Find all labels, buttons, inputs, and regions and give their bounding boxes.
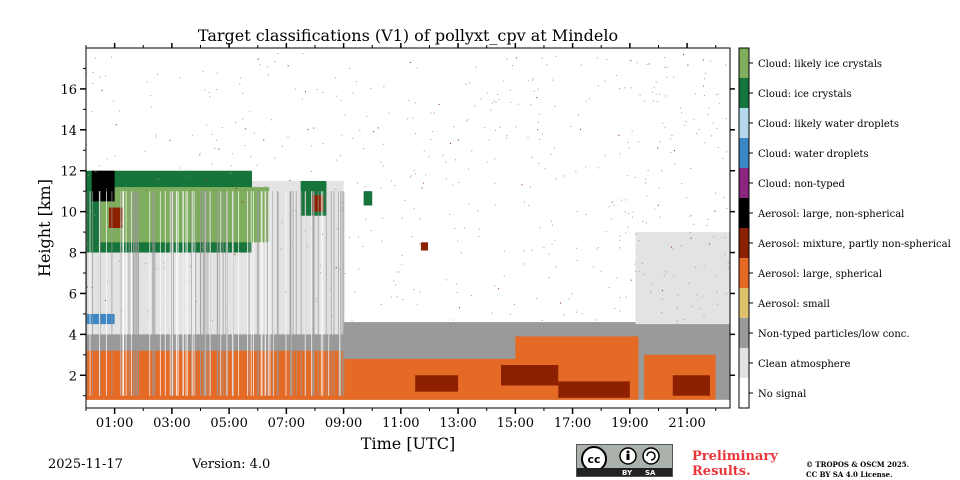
x-tick-label: 11:00 bbox=[382, 416, 419, 431]
heatmap-region-18 bbox=[312, 195, 324, 212]
colorbar-swatch-6 bbox=[739, 198, 749, 228]
y-tick-label: 14 bbox=[60, 124, 77, 139]
heatmap-speckle bbox=[86, 53, 731, 322]
y-tick-label: 16 bbox=[60, 83, 77, 98]
x-tick-label: 13:00 bbox=[439, 416, 476, 431]
colorbar-label-1: Clean atmosphere bbox=[758, 359, 851, 370]
x-tick-label: 03:00 bbox=[153, 416, 190, 431]
x-tick-label: 01:00 bbox=[96, 416, 133, 431]
colorbar-label-2: Non-typed particles/low conc. bbox=[758, 329, 910, 340]
heatmap-region-8 bbox=[415, 375, 459, 392]
colorbar-swatch-0 bbox=[739, 378, 749, 408]
colorbar-label-9: Cloud: likely water droplets bbox=[758, 119, 899, 130]
colorbar-label-11: Cloud: likely ice crystals bbox=[758, 59, 882, 70]
x-tick-label: 15:00 bbox=[497, 416, 534, 431]
heatmap-region-20 bbox=[420, 242, 429, 251]
colorbar-swatch-9 bbox=[739, 108, 749, 138]
preliminary-line-1: Preliminary bbox=[692, 449, 778, 464]
colorbar-label-3: Aerosol: small bbox=[757, 299, 830, 310]
date-label: 2025-11-17 bbox=[48, 457, 123, 472]
y-tick-label: 4 bbox=[69, 328, 77, 343]
x-tick-label: 21:00 bbox=[668, 416, 705, 431]
heatmap-region-9 bbox=[501, 365, 559, 386]
x-tick-label: 05:00 bbox=[210, 416, 247, 431]
colorbar-swatch-1 bbox=[739, 348, 749, 378]
colorbar-legend: No signal Clean atmosphere Non-typed parti… bbox=[738, 47, 951, 409]
colorbar-label-7: Cloud: non-typed bbox=[758, 179, 846, 190]
heatmap-region-14 bbox=[100, 187, 270, 243]
y-axis-label: Height [km] bbox=[35, 179, 54, 277]
copyright-line-1: © TROPOS & OSCM 2025. bbox=[806, 460, 910, 469]
heatmap-region-3 bbox=[635, 232, 730, 325]
colorbar-swatch-10 bbox=[739, 78, 749, 108]
heatmap-region-15 bbox=[91, 170, 115, 202]
x-tick-label: 19:00 bbox=[611, 416, 648, 431]
x-axis-label: Time [UTC] bbox=[361, 434, 455, 453]
colorbar-swatch-8 bbox=[739, 138, 749, 168]
chart-title: Target classifications (V1) of pollyxt_c… bbox=[198, 26, 618, 45]
svg-text:cc: cc bbox=[587, 453, 600, 466]
x-tick-label: 17:00 bbox=[554, 416, 591, 431]
version-label: Version: 4.0 bbox=[192, 457, 271, 472]
y-axis: 2 4 6 8 10 12 14 16 bbox=[60, 67, 735, 397]
y-tick-label: 6 bbox=[69, 287, 77, 302]
cc-license-badge: cc BY SA bbox=[576, 444, 673, 477]
colorbar-label-5: Aerosol: mixture, partly non-spherical bbox=[757, 239, 951, 250]
preliminary-line-2: Results. bbox=[692, 464, 751, 479]
plot-area bbox=[86, 53, 731, 400]
heatmap-region-11 bbox=[672, 375, 710, 396]
heatmap-region-10 bbox=[558, 381, 630, 398]
colorbar-swatch-2 bbox=[739, 318, 749, 348]
y-tick-label: 12 bbox=[60, 165, 77, 180]
colorbar-label-4: Aerosol: large, spherical bbox=[757, 269, 882, 280]
colorbar-label-6: Aerosol: large, non-spherical bbox=[757, 209, 904, 220]
colorbar-swatch-11 bbox=[739, 48, 749, 78]
colorbar-swatch-4 bbox=[739, 258, 749, 288]
copyright-line-2: CC BY SA 4.0 License. bbox=[806, 470, 893, 479]
x-tick-label: 07:00 bbox=[268, 416, 305, 431]
y-tick-label: 8 bbox=[69, 247, 77, 262]
heatmap-region-19 bbox=[363, 191, 373, 206]
copyright-notice: © TROPOS & OSCM 2025. CC BY SA 4.0 Licen… bbox=[806, 460, 909, 480]
plot-frame bbox=[85, 47, 731, 409]
y-tick-label: 10 bbox=[60, 206, 77, 221]
cc-by-text: BY bbox=[622, 469, 633, 477]
colorbar-frame bbox=[738, 47, 750, 409]
colorbar-label-0: No signal bbox=[758, 389, 806, 400]
colorbar-swatch-5 bbox=[739, 228, 749, 258]
colorbar-label-8: Cloud: water droplets bbox=[758, 149, 869, 160]
heatmap-streaks bbox=[86, 191, 345, 396]
preliminary-results-label: Preliminary Results. bbox=[692, 449, 778, 479]
heatmap-region-16 bbox=[108, 207, 124, 228]
cc-sa-text: SA bbox=[645, 469, 656, 477]
colorbar-swatch-7 bbox=[739, 168, 749, 198]
y-tick-label: 2 bbox=[69, 369, 77, 384]
x-axis: 01:00 03:00 05:00 07:00 09:00 11:00 13:00 15:00… bbox=[85, 43, 717, 431]
sa-icon bbox=[642, 447, 660, 465]
colorbar-swatch-3 bbox=[739, 288, 749, 318]
x-tick-label: 09:00 bbox=[325, 416, 362, 431]
colorbar-label-10: Cloud: ice crystals bbox=[758, 89, 852, 100]
